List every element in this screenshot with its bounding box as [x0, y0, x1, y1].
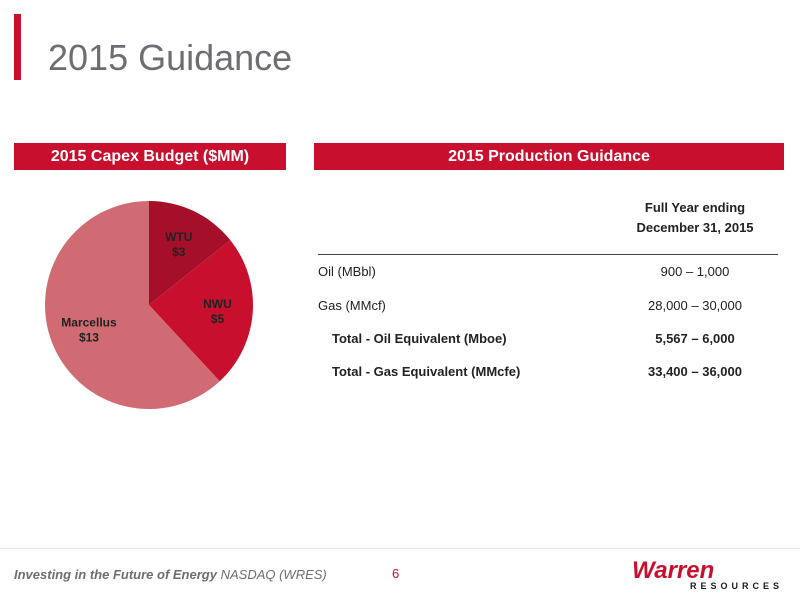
row-label: Total - Oil Equivalent (Mboe) — [332, 331, 507, 346]
pie-value-label-wtu: $3 — [172, 245, 186, 259]
row-label: Total - Gas Equivalent (MMcfe) — [332, 364, 521, 379]
capex-pie-chart: WTU$3 NWU$5 Marcellus$13 — [45, 201, 253, 409]
table-row-gas: Gas (MMcf) 28,000 – 30,000 — [318, 298, 778, 318]
table-rule — [318, 254, 778, 255]
row-value: 5,567 – 6,000 — [655, 331, 735, 346]
pie-slice-marcellus — [45, 201, 220, 409]
warren-resources-logo: Warren RESOURCES — [632, 557, 783, 591]
footer-divider — [0, 548, 800, 549]
footer-tagline-block: Investing in the Future of Energy NASDAQ… — [14, 567, 327, 582]
row-label: Oil (MBbl) — [318, 264, 376, 279]
title-accent-bar — [14, 14, 21, 80]
footer-ticker: NASDAQ (WRES) — [220, 567, 327, 582]
svg-text:RESOURCES: RESOURCES — [690, 581, 783, 591]
pie-label-wtu: WTU — [165, 230, 192, 244]
slide-title: 2015 Guidance — [48, 37, 293, 78]
pie-slice-wtu — [149, 201, 231, 305]
production-header: 2015 Production Guidance — [314, 143, 784, 170]
pie-slice-nwu — [149, 240, 253, 382]
pie-label-marcellus: Marcellus — [61, 316, 117, 330]
column-header-line1: Full Year ending — [644, 200, 746, 215]
row-value: 900 – 1,000 — [660, 264, 730, 279]
column-header: Full Year ending December 31, 2015 — [620, 198, 770, 238]
pie-label-nwu: NWU — [203, 297, 232, 311]
row-label: Gas (MMcf) — [318, 298, 386, 313]
row-value: 33,400 – 36,000 — [648, 364, 742, 379]
row-value: 28,000 – 30,000 — [648, 298, 742, 313]
capex-header: 2015 Capex Budget ($MM) — [14, 143, 286, 170]
footer-tagline: Investing in the Future of Energy — [14, 567, 217, 582]
column-header-line2: December 31, 2015 — [636, 220, 754, 235]
pie-value-label-nwu: $5 — [211, 312, 225, 326]
pie-value-label-marcellus: $13 — [79, 331, 99, 345]
table-row-oil-equivalent: Total - Oil Equivalent (Mboe) 5,567 – 6,… — [318, 331, 778, 351]
svg-text:Warren: Warren — [632, 557, 714, 584]
table-row-oil: Oil (MBbl) 900 – 1,000 — [318, 264, 778, 284]
page-number: 6 — [392, 566, 400, 581]
table-row-gas-equivalent: Total - Gas Equivalent (MMcfe) 33,400 – … — [318, 364, 778, 384]
